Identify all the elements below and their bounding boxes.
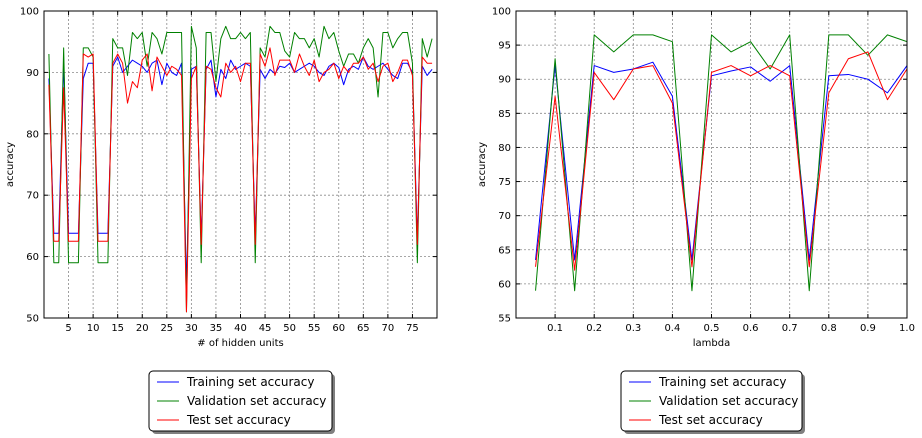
series-line-validation: [48, 25, 433, 313]
x-tick-label: 10: [87, 323, 100, 334]
y-tick-label: 80: [26, 129, 39, 140]
x-tick-label: 15: [111, 323, 124, 334]
legend-label: Training set accuracy: [658, 375, 786, 389]
x-tick-label: 35: [210, 323, 223, 334]
legend-label: Validation set accuracy: [187, 394, 326, 408]
x-tick-label: 0.6: [743, 323, 759, 334]
series-line-test: [535, 51, 907, 271]
x-tick-label: 0.7: [782, 323, 798, 334]
y-tick-label: 70: [26, 191, 39, 202]
x-tick-label: 0.8: [821, 323, 837, 334]
legend: Training set accuracy Validation set accu…: [148, 370, 335, 434]
chart-lambda: 0.1 0.2 0.3 0.4 0.5 0.6 0.7 0.8 0.9 1.0 55 60 65 70 75…: [477, 7, 915, 434]
x-tick-label: 20: [136, 323, 149, 334]
x-tick-label: 70: [382, 323, 395, 334]
legend-label: Test set accuracy: [186, 413, 291, 427]
x-tick-label: 25: [160, 323, 173, 334]
y-tick-label: 100: [20, 7, 39, 18]
y-axis-label: accuracy: [5, 142, 16, 187]
x-tick-label: 0.2: [586, 323, 602, 334]
y-tick-label: 65: [498, 245, 511, 256]
y-tick-label: 70: [498, 211, 511, 222]
y-tick-label: 75: [498, 177, 511, 188]
series-line-validation: [535, 34, 907, 292]
series-line-test: [48, 47, 433, 313]
x-tick-label: 0.9: [860, 323, 876, 334]
x-tick-label: 60: [332, 323, 345, 334]
grid: [516, 10, 908, 319]
x-tick-label: 30: [185, 323, 198, 334]
x-tick-label: 65: [357, 323, 370, 334]
legend-label: Test set accuracy: [658, 413, 763, 427]
y-axis-label: accuracy: [477, 142, 488, 187]
x-axis-label: lambda: [693, 338, 730, 349]
x-tick-label: 55: [308, 323, 321, 334]
series-group: [535, 34, 907, 292]
legend-label: Validation set accuracy: [659, 394, 798, 408]
x-tick-label: 1.0: [899, 323, 915, 334]
legend-box: [620, 370, 803, 432]
y-tick-label: 50: [26, 314, 39, 325]
y-tick-label: 90: [26, 68, 39, 79]
x-tick-label: 40: [234, 323, 247, 334]
y-tick-label: 100: [492, 7, 511, 18]
legend-box: [148, 370, 333, 432]
chart-hidden-units: 5 10 15 20 25 30 35 40 45 50 55 60 65 70 75 50 60 70 80 90 1…: [5, 7, 438, 434]
x-tick-label: 45: [259, 323, 272, 334]
x-tick-label: 0.3: [625, 323, 641, 334]
y-tick-label: 85: [498, 109, 511, 120]
y-tick-label: 60: [498, 279, 511, 290]
x-axis-label: # of hidden units: [197, 338, 283, 349]
x-tick-label: 0.4: [664, 323, 680, 334]
y-tick-label: 80: [498, 143, 511, 154]
x-tick-label: 0.5: [704, 323, 720, 334]
y-tick-label: 95: [498, 41, 511, 52]
series-line-training: [535, 61, 907, 261]
y-tick-label: 60: [26, 252, 39, 263]
y-tick-label: 55: [498, 314, 511, 325]
legend: Training set accuracy Validation set accu…: [620, 370, 805, 434]
x-tick-label: 5: [65, 323, 71, 334]
x-tick-label: 50: [283, 323, 296, 334]
series-group: [48, 25, 433, 313]
x-tick-label: 75: [406, 323, 419, 334]
y-tick-label: 90: [498, 75, 511, 86]
grid: [44, 10, 437, 319]
legend-label: Training set accuracy: [186, 375, 314, 389]
x-tick-label: 0.1: [547, 323, 563, 334]
